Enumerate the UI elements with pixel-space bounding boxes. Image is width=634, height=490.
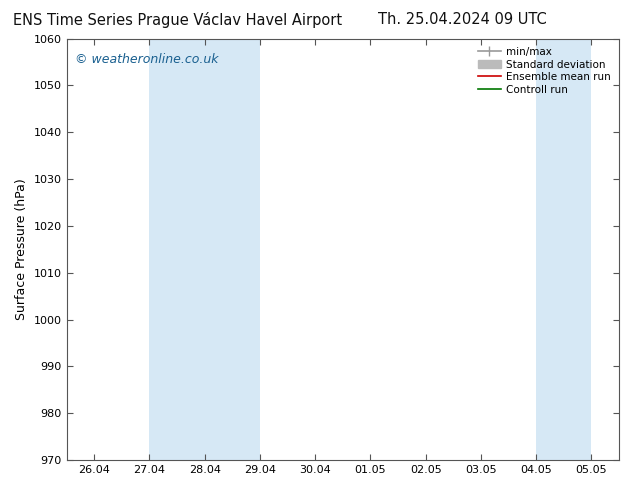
Legend: min/max, Standard deviation, Ensemble mean run, Controll run: min/max, Standard deviation, Ensemble me… [475, 44, 614, 98]
Text: © weatheronline.co.uk: © weatheronline.co.uk [75, 53, 218, 66]
Text: ENS Time Series Prague Václav Havel Airport: ENS Time Series Prague Václav Havel Airp… [13, 12, 342, 28]
Text: Th. 25.04.2024 09 UTC: Th. 25.04.2024 09 UTC [378, 12, 547, 27]
Y-axis label: Surface Pressure (hPa): Surface Pressure (hPa) [15, 178, 28, 320]
Bar [536, 39, 592, 460]
Bar [150, 39, 260, 460]
